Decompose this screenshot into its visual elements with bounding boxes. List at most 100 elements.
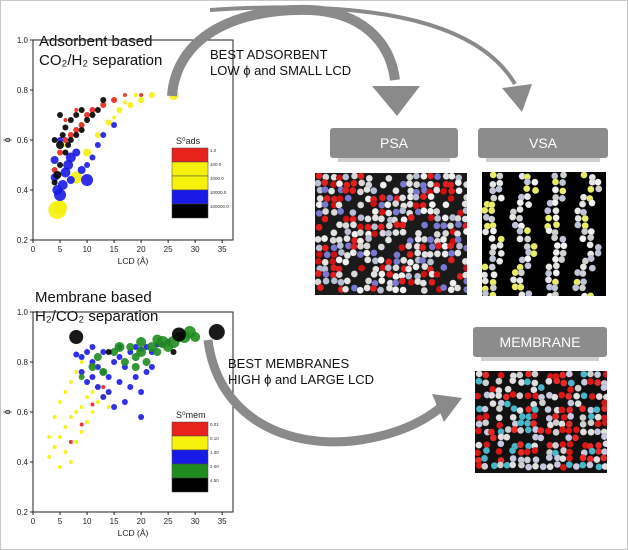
atom <box>441 214 449 222</box>
atom <box>495 421 504 429</box>
x-tick-label: 35 <box>218 245 227 254</box>
atom <box>551 441 560 450</box>
atom <box>384 264 392 272</box>
atom <box>398 243 406 252</box>
atom <box>412 263 420 271</box>
atom <box>322 277 330 285</box>
data-point <box>116 107 123 113</box>
atom <box>356 250 364 259</box>
atom <box>566 406 574 414</box>
atom <box>587 412 595 421</box>
data-point <box>89 374 96 380</box>
atom <box>363 242 371 250</box>
atom <box>587 185 595 193</box>
x-tick-label: 30 <box>191 245 200 254</box>
atom <box>559 463 568 472</box>
legend-label: 1.0 <box>210 148 217 153</box>
atom <box>356 242 365 250</box>
x-tick-label: 5 <box>58 245 63 254</box>
atom <box>581 227 589 236</box>
atom <box>565 448 574 456</box>
atom <box>343 234 351 243</box>
atom <box>482 379 490 387</box>
atom <box>553 460 562 469</box>
atom <box>578 284 587 292</box>
data-point <box>58 465 63 469</box>
atom <box>578 405 587 413</box>
legend-label: 0.01 <box>210 422 219 427</box>
atom <box>344 228 352 236</box>
data-point <box>190 332 201 342</box>
atom <box>587 255 595 263</box>
data-point <box>67 137 74 143</box>
atom <box>321 207 330 216</box>
atom <box>503 400 512 408</box>
atom <box>482 446 491 455</box>
atom <box>509 413 517 422</box>
atom <box>315 244 323 252</box>
data-point <box>89 344 96 350</box>
atom <box>330 251 338 259</box>
atom <box>364 215 372 223</box>
data-point <box>136 337 147 347</box>
atom <box>593 371 602 379</box>
arrow-head-vsa <box>502 84 532 112</box>
atom <box>560 242 568 250</box>
atom <box>433 173 442 181</box>
data-point <box>58 435 63 439</box>
atom <box>378 277 386 285</box>
legend-swatch <box>171 203 209 219</box>
atom <box>537 383 545 392</box>
atom <box>364 234 373 243</box>
data-point <box>148 92 155 98</box>
data-point <box>79 405 84 409</box>
y-tick-label: 0.6 <box>17 408 29 417</box>
atom <box>587 419 595 427</box>
x-tick-label: 15 <box>110 517 119 526</box>
data-point <box>138 389 145 395</box>
membrane-crystal-structure-image <box>475 371 607 473</box>
atom <box>587 233 595 242</box>
atom <box>327 187 336 195</box>
atom <box>426 236 435 244</box>
data-point <box>170 349 177 355</box>
atom <box>552 207 560 215</box>
atom <box>488 391 496 399</box>
atom <box>495 185 503 193</box>
atom <box>433 222 441 230</box>
atom <box>551 291 560 296</box>
atom <box>523 178 531 186</box>
atom <box>481 462 489 470</box>
atom <box>595 185 603 193</box>
atom <box>523 226 532 235</box>
data-point <box>62 137 69 143</box>
atom <box>516 198 524 207</box>
atom <box>546 292 554 296</box>
arrow-to-membrane <box>203 339 443 447</box>
atom <box>586 371 595 378</box>
atom <box>546 463 554 471</box>
data-point <box>52 445 57 449</box>
data-point <box>131 363 140 371</box>
atom <box>496 172 504 180</box>
data-point <box>122 100 127 105</box>
y-tick-label: 0.6 <box>17 136 29 145</box>
atom <box>551 178 560 186</box>
data-point <box>67 117 74 123</box>
data-point <box>67 132 74 138</box>
atom <box>550 234 559 242</box>
atom <box>393 257 401 266</box>
data-point <box>63 390 68 394</box>
atom <box>370 223 379 231</box>
atom <box>594 178 602 186</box>
atom <box>482 289 490 296</box>
atom <box>517 419 525 427</box>
atom <box>497 235 505 243</box>
atom <box>349 208 357 217</box>
atom <box>566 412 575 420</box>
atom <box>600 448 607 456</box>
atom <box>480 454 489 463</box>
atom <box>545 453 553 462</box>
atom <box>496 241 504 249</box>
atom <box>426 173 435 180</box>
